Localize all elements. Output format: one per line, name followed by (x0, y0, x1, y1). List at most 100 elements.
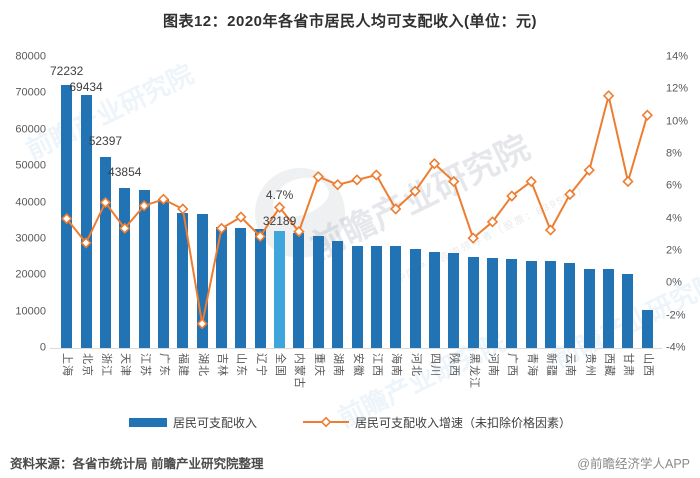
bar-安徽 (351, 245, 363, 348)
line-marker-安徽 (351, 174, 363, 186)
bar-value-label-北京: 69434 (69, 80, 103, 95)
bar-福建 (177, 212, 189, 348)
line-marker-上海 (61, 213, 73, 225)
y-axis-right-tick: 2% (666, 244, 682, 257)
y-axis-left-tick: 80000 (15, 50, 46, 63)
y-axis-right-tick: 6% (666, 179, 682, 192)
line-marker-山西 (641, 109, 653, 121)
line-marker-江苏 (138, 200, 150, 212)
x-axis-label-安徽: 安徽 (351, 353, 364, 377)
x-axis-label-河南: 河南 (486, 353, 499, 377)
x-axis-label-云南: 云南 (564, 353, 577, 377)
credit-note: @前瞻经济学人APP (577, 457, 690, 471)
line-marker-青海 (525, 175, 537, 188)
x-axis-label-重庆: 重庆 (312, 353, 325, 377)
bar-广东 (157, 198, 169, 348)
growth-line (65, 95, 649, 324)
x-axis-label-海南: 海南 (390, 353, 403, 377)
line-marker-甘肃 (622, 175, 634, 188)
line-marker-广东 (157, 193, 170, 205)
line-marker-湖南 (331, 179, 344, 191)
x-axis-label-甘肃: 甘肃 (622, 353, 635, 377)
bar-山西 (641, 310, 653, 348)
line-value-label-全国: 4.7% (265, 188, 294, 203)
line-marker-河北 (409, 185, 421, 197)
y-axis-right-tick: 0% (666, 276, 682, 289)
y-axis-left-tick: 70000 (15, 86, 46, 99)
x-axis-label-新疆: 新疆 (545, 353, 558, 377)
y-axis-left-tick: 50000 (15, 159, 46, 172)
line-marker-贵州 (583, 164, 595, 176)
x-axis-label-天津: 天津 (119, 353, 132, 377)
bar-series-label: 居民可支配收入 (172, 415, 257, 430)
x-axis-label-陕西: 陕西 (448, 353, 461, 377)
x-axis-label-上海: 上海 (61, 353, 74, 377)
line-marker-天津 (119, 222, 131, 235)
bar-江苏 (138, 190, 150, 348)
bar-河南 (486, 257, 498, 348)
bar-全国 (274, 230, 286, 348)
bar-黑龙江 (467, 257, 479, 348)
line-marker-海南 (390, 203, 402, 215)
line-marker-黑龙江 (467, 232, 479, 244)
legend: 居民可支配收入 居民可支配收入增速（未扣除价格因素） (0, 412, 700, 432)
y-axis-left-tick: 0 (39, 341, 46, 354)
x-axis-label-全国: 全国 (274, 353, 287, 377)
x-axis-label-湖南: 湖南 (332, 353, 345, 377)
legend-diamond-glyph (320, 416, 332, 428)
y-axis-right-tick: -2% (666, 309, 686, 322)
x-axis-label-湖北: 湖北 (196, 353, 209, 377)
y-axis-right-tick: -4% (666, 341, 686, 354)
line-marker-湖北 (196, 318, 208, 330)
line-marker-云南 (564, 188, 576, 201)
bar-value-label-天津: 43854 (108, 165, 142, 180)
legend-item-line: 居民可支配收入增速（未扣除价格因素） (303, 414, 571, 431)
x-axis-label-山西: 山西 (641, 353, 654, 377)
bar-湖北 (196, 213, 208, 348)
legend-item-bar: 居民可支配收入 (128, 414, 257, 431)
line-marker-山东 (235, 211, 247, 223)
line-marker-四川 (428, 158, 441, 170)
bar-内蒙古 (293, 233, 305, 348)
bar-浙江 (99, 157, 111, 348)
bar-江西 (370, 246, 382, 348)
x-axis-line (50, 348, 662, 349)
line-marker-河南 (486, 216, 499, 228)
x-axis-label-江苏: 江苏 (138, 353, 151, 377)
bar-value-label-上海: 72232 (49, 64, 84, 79)
x-axis-label-四川: 四川 (428, 353, 441, 377)
x-axis-label-山东: 山东 (235, 353, 248, 377)
bar-吉林 (216, 226, 228, 348)
y-axis-right-tick: 4% (666, 212, 682, 225)
y-axis-right-tick: 14% (666, 50, 689, 63)
bar-甘肃 (622, 274, 634, 348)
bar-辽宁 (254, 228, 266, 348)
y-axis-right-tick: 8% (666, 147, 682, 160)
x-axis-label-黑龙江: 黑龙江 (467, 353, 480, 389)
x-axis-label-广西: 广西 (506, 353, 519, 377)
y-axis-right-tick: 10% (666, 115, 689, 128)
x-axis-label-北京: 北京 (80, 353, 93, 377)
bar-value-label-全国: 32189 (262, 213, 297, 228)
bar-河北 (409, 249, 421, 348)
bar-云南 (564, 263, 576, 348)
bar-西藏 (603, 268, 615, 348)
bar-series-swatch (128, 417, 167, 427)
y-axis-left-tick: 10000 (15, 305, 46, 318)
line-marker-全国 (273, 201, 286, 214)
bar-陕西 (448, 252, 460, 348)
line-marker-浙江 (99, 196, 112, 209)
x-axis-label-辽宁: 辽宁 (254, 353, 267, 377)
x-axis-label-青海: 青海 (525, 353, 538, 377)
bar-天津 (119, 188, 131, 348)
x-axis-label-福建: 福建 (177, 353, 190, 377)
line-marker-江西 (370, 169, 383, 181)
line-marker-重庆 (312, 170, 324, 183)
x-axis-label-江西: 江西 (370, 353, 383, 377)
bar-青海 (525, 260, 537, 348)
y-axis-left-tick: 20000 (15, 268, 46, 281)
line-marker-广西 (506, 190, 518, 202)
line-marker-内蒙古 (293, 225, 305, 238)
